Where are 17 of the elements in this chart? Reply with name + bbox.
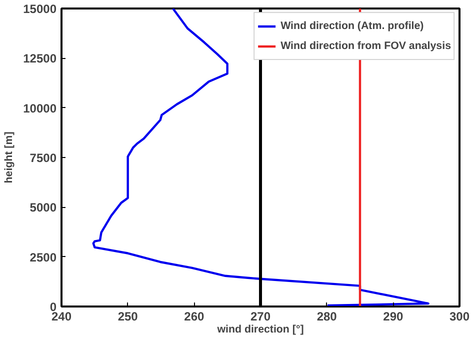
y-tick-label: 12500: [23, 52, 57, 66]
y-tick-label: 5000: [30, 200, 57, 215]
legend-label: Wind direction from FOV analysis: [280, 40, 451, 52]
x-tick-label: 260: [184, 310, 205, 324]
y-axis-title: height [m]: [3, 132, 16, 184]
y-tick-label: 7500: [30, 151, 57, 165]
y-tick-label: 10000: [23, 101, 57, 116]
x-tick-label: 240: [51, 310, 72, 324]
x-axis-title: wind direction [°]: [216, 324, 304, 336]
x-tick-label: 270: [250, 310, 271, 324]
x-tick-label: 280: [316, 310, 338, 324]
y-tick-label: 2500: [30, 250, 57, 264]
x-tick-label: 300: [449, 310, 470, 324]
x-tick-label: 250: [118, 310, 138, 324]
legend-label: Wind direction (Atm. profile): [280, 20, 424, 32]
y-tick-label: 15000: [23, 2, 57, 16]
x-tick-label: 290: [383, 310, 404, 324]
